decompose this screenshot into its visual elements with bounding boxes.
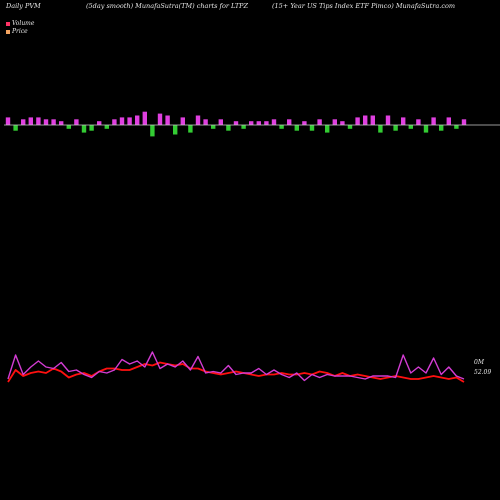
pvm-bar bbox=[173, 125, 178, 135]
line-series-group bbox=[7, 351, 465, 383]
pvm-bar bbox=[218, 119, 223, 125]
pvm-bar bbox=[43, 119, 49, 125]
pvm-bar bbox=[180, 117, 185, 125]
pvm-bar bbox=[36, 117, 41, 125]
price-axis-label: 52.09 bbox=[474, 369, 491, 376]
pvm-bar bbox=[378, 125, 383, 133]
legend-price-label: Price bbox=[12, 28, 28, 35]
pvm-bar bbox=[89, 125, 94, 131]
pvm-bar bbox=[5, 117, 11, 125]
legend-price-swatch bbox=[6, 29, 10, 34]
pvm-bar bbox=[66, 125, 71, 129]
pvm-line bbox=[7, 351, 465, 382]
pvm-bar bbox=[340, 121, 345, 125]
pvm-bar bbox=[127, 117, 132, 125]
pvm-bar bbox=[241, 125, 246, 129]
pvm-bar bbox=[203, 119, 208, 125]
pvm-bar bbox=[370, 115, 375, 125]
pvm-bar bbox=[188, 125, 193, 133]
pvm-bar bbox=[112, 119, 117, 125]
header-left: Daily PVM bbox=[6, 2, 41, 10]
header-title: (5day smooth) MunafaSutra(TM) charts for… bbox=[86, 2, 249, 10]
pvm-bar bbox=[59, 121, 64, 125]
pvm-bar bbox=[446, 117, 451, 125]
pvm-bar bbox=[97, 121, 102, 125]
pvm-bar bbox=[195, 115, 201, 125]
pvm-bar bbox=[408, 125, 413, 129]
pvm-bar bbox=[271, 119, 277, 125]
pvm-bar bbox=[363, 115, 368, 125]
pvm-bar bbox=[294, 125, 299, 131]
pvm-bar bbox=[401, 117, 406, 125]
pvm-bar bbox=[385, 115, 391, 125]
pvm-bar-group bbox=[5, 111, 467, 137]
pvm-bar bbox=[256, 121, 261, 125]
pvm-bar bbox=[165, 115, 170, 125]
pvm-bar bbox=[332, 119, 337, 125]
pvm-bar bbox=[423, 125, 429, 133]
pvm-bar bbox=[150, 125, 155, 137]
pvm-bar bbox=[51, 119, 56, 125]
pvm-bar bbox=[393, 125, 398, 131]
pvm-bar bbox=[439, 125, 444, 131]
pvm-bar bbox=[287, 119, 292, 125]
pvm-bar bbox=[28, 117, 33, 125]
pvm-bar bbox=[226, 125, 231, 131]
volume-axis-label: 0M bbox=[474, 359, 485, 366]
pvm-bar bbox=[264, 121, 269, 125]
pvm-bar bbox=[142, 111, 147, 125]
pvm-bar bbox=[157, 113, 163, 125]
legend-price: Price bbox=[6, 28, 28, 35]
legend-volume-swatch bbox=[6, 21, 10, 26]
pvm-bar bbox=[233, 121, 239, 125]
legend-volume-label: Volume bbox=[12, 20, 35, 27]
pvm-bar bbox=[135, 115, 140, 125]
legend-volume: Volume bbox=[6, 20, 34, 27]
price-line bbox=[7, 361, 465, 383]
pvm-bar bbox=[74, 119, 79, 125]
pvm-bar bbox=[104, 125, 109, 129]
pvm-bar bbox=[249, 121, 254, 125]
pvm-bar bbox=[81, 125, 87, 133]
pvm-bar bbox=[317, 119, 322, 125]
pvm-bar bbox=[431, 117, 436, 125]
pvm-bar bbox=[302, 121, 307, 125]
pvm-bar bbox=[13, 125, 18, 131]
pvm-bar bbox=[416, 119, 421, 125]
pvm-bar bbox=[355, 117, 360, 125]
pvm-bar bbox=[211, 125, 216, 129]
pvm-bar bbox=[325, 125, 330, 133]
header-right: (15+ Year US Tips Index ETF Pimco) Munaf… bbox=[272, 2, 456, 10]
pvm-bar bbox=[454, 125, 459, 129]
pvm-bar bbox=[21, 119, 26, 125]
pvm-bar bbox=[461, 119, 467, 125]
pvm-bar bbox=[347, 125, 353, 129]
pvm-bar bbox=[119, 117, 125, 125]
pvm-bar bbox=[279, 125, 284, 129]
pvm-bar bbox=[309, 125, 315, 131]
